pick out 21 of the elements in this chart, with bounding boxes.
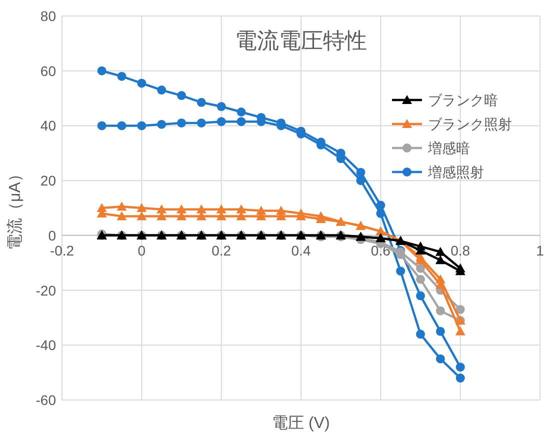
y-tick-label: -40 xyxy=(36,337,56,354)
x-tick-label: 0 xyxy=(138,242,146,258)
legend-label: 増感照射 xyxy=(427,164,484,180)
legend-label: 増感暗 xyxy=(427,140,470,156)
text: 電流電圧特性 xyxy=(235,28,367,53)
x-tick-label: 0.4 xyxy=(291,242,311,258)
y-tick-label: 40 xyxy=(40,118,56,134)
legend-label: ブランク暗 xyxy=(428,92,498,108)
y-tick-label: 80 xyxy=(40,8,56,24)
y-tick-label: 60 xyxy=(40,62,56,79)
y-tick-label: 0 xyxy=(48,227,56,244)
x-tick-label: -0.2 xyxy=(50,242,74,258)
legend-label: ブランク照射 xyxy=(428,116,512,132)
y-axis-title: 電流（μA） xyxy=(6,166,24,250)
y-tick-label: 20 xyxy=(40,172,56,189)
y-tick-label: -60 xyxy=(36,392,56,408)
x-tick-label: 0.8 xyxy=(450,242,470,258)
y-tick-label: -20 xyxy=(36,282,56,298)
x-tick-label: 1 xyxy=(536,242,544,258)
x-tick-label: 0.2 xyxy=(212,242,232,258)
x-axis-title: 電圧 (V) xyxy=(272,415,330,432)
